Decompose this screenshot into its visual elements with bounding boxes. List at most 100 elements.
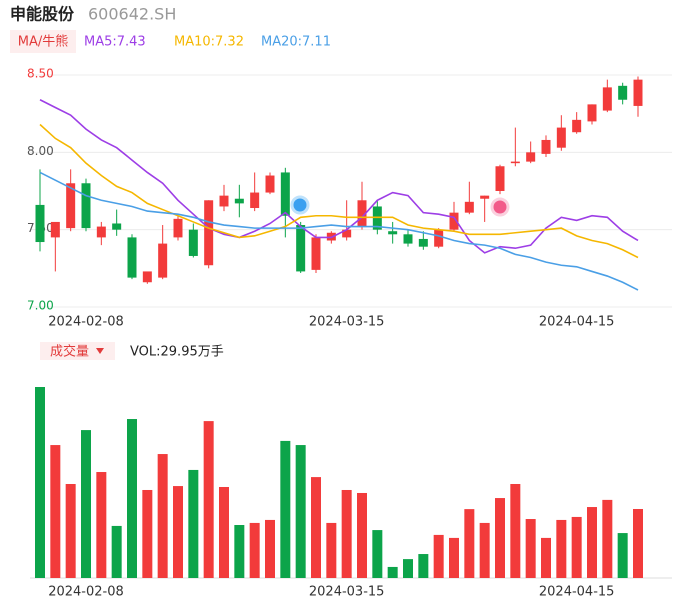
candle-body (127, 237, 137, 278)
volume-bar (265, 519, 275, 578)
candle-body (204, 200, 214, 266)
volume-bar (311, 477, 321, 578)
candle-body (280, 172, 290, 216)
x-tick-label: 2024-04-15 (539, 315, 615, 330)
candle-body (250, 192, 260, 209)
volume-bar (433, 534, 444, 578)
stock-name: 申能股份 (10, 5, 75, 24)
volume-label[interactable]: 成交量 (50, 344, 89, 360)
volume-bar (418, 554, 429, 578)
volume-bar (326, 522, 337, 578)
volume-bar (35, 387, 45, 578)
candle-body (434, 229, 444, 247)
candle-body (50, 221, 60, 238)
candle-body (556, 127, 566, 148)
volume-bar (280, 440, 291, 578)
volume-bar (633, 508, 643, 578)
volume-bar (495, 498, 505, 578)
candle-body (618, 85, 628, 100)
candle-body (449, 212, 459, 230)
volume-bar (602, 499, 613, 578)
dropdown-arrow[interactable] (96, 348, 104, 354)
candle-body (495, 166, 505, 191)
volume-box[interactable] (40, 342, 115, 360)
volume-bar (295, 445, 306, 578)
x-tick-label: 2024-02-08 (48, 315, 124, 330)
candle-body (602, 87, 612, 111)
candle-body (633, 79, 643, 106)
volume-bar (341, 489, 352, 578)
candle-body (541, 139, 551, 154)
volume-bar (96, 472, 107, 578)
volume-bar (541, 537, 551, 578)
candle-body (296, 225, 306, 272)
candle-body (464, 201, 474, 213)
x-tick-label: 2024-04-15 (539, 585, 615, 600)
volume-bar (65, 483, 76, 578)
indicator-box[interactable] (10, 30, 76, 53)
badge-icon[interactable] (290, 195, 310, 215)
candle-body (342, 229, 352, 238)
candle-body (35, 204, 45, 243)
candle-body (173, 218, 183, 238)
candle-body (219, 195, 229, 207)
legend-entry: MA20:7.11 (261, 35, 331, 50)
y-tick-label: 7.00 (27, 299, 54, 313)
volume-bar (571, 516, 582, 578)
volume-bar (50, 445, 61, 578)
x-tick-label: 2024-03-15 (309, 585, 385, 600)
candle-body (265, 175, 275, 193)
candle-body (234, 198, 244, 204)
volume-bar (464, 509, 475, 578)
volume-bar (203, 421, 214, 578)
volume-bar (387, 566, 398, 578)
candle-body (587, 104, 597, 122)
volume-text: VOL:29.95万手 (130, 345, 224, 360)
candle-body (480, 195, 490, 199)
volume-bar (142, 489, 153, 578)
candle-body (311, 237, 321, 270)
candle-body (510, 161, 520, 164)
candle-body (357, 200, 367, 227)
candle-body (142, 271, 152, 283)
legend-entry: MA10:7.32 (174, 35, 244, 50)
ma-line (39, 99, 639, 254)
candle-body (112, 223, 122, 230)
volume-bar (81, 430, 91, 578)
candle-body (81, 183, 91, 229)
ma-line (39, 123, 639, 259)
volume-bar (234, 525, 245, 578)
stock-code: 600642.SH (88, 5, 176, 24)
y-tick-label: 8.00 (27, 144, 54, 158)
candle-body (403, 234, 413, 244)
candle-body (158, 243, 168, 278)
candle-body (188, 229, 198, 256)
candle-body (388, 231, 398, 235)
volume-bar (249, 522, 260, 578)
volume-bar (403, 559, 413, 578)
volume-bar (556, 519, 567, 578)
volume-bar (372, 530, 383, 578)
volume-bar (157, 454, 168, 578)
candle-body (572, 119, 582, 133)
candle-body (418, 238, 428, 247)
indicator-label[interactable]: MA/牛熊 (18, 34, 69, 50)
volume-bar (357, 492, 367, 578)
x-tick-label: 2024-02-08 (48, 585, 124, 600)
candle-body (96, 226, 106, 238)
volume-bar (617, 533, 628, 578)
candle-body (66, 183, 76, 229)
volume-bar (510, 483, 521, 578)
volume-bar (479, 522, 490, 578)
volume-bar (127, 419, 137, 578)
legend-entry: MA5:7.43 (84, 35, 146, 50)
volume-bar (173, 486, 183, 578)
badge-icon[interactable] (490, 197, 510, 217)
ma-line (39, 171, 639, 291)
volume-bar (449, 537, 459, 578)
y-tick-label: 8.50 (27, 67, 54, 81)
volume-bar (219, 486, 229, 578)
volume-bar (188, 469, 199, 578)
volume-bar (111, 525, 122, 578)
